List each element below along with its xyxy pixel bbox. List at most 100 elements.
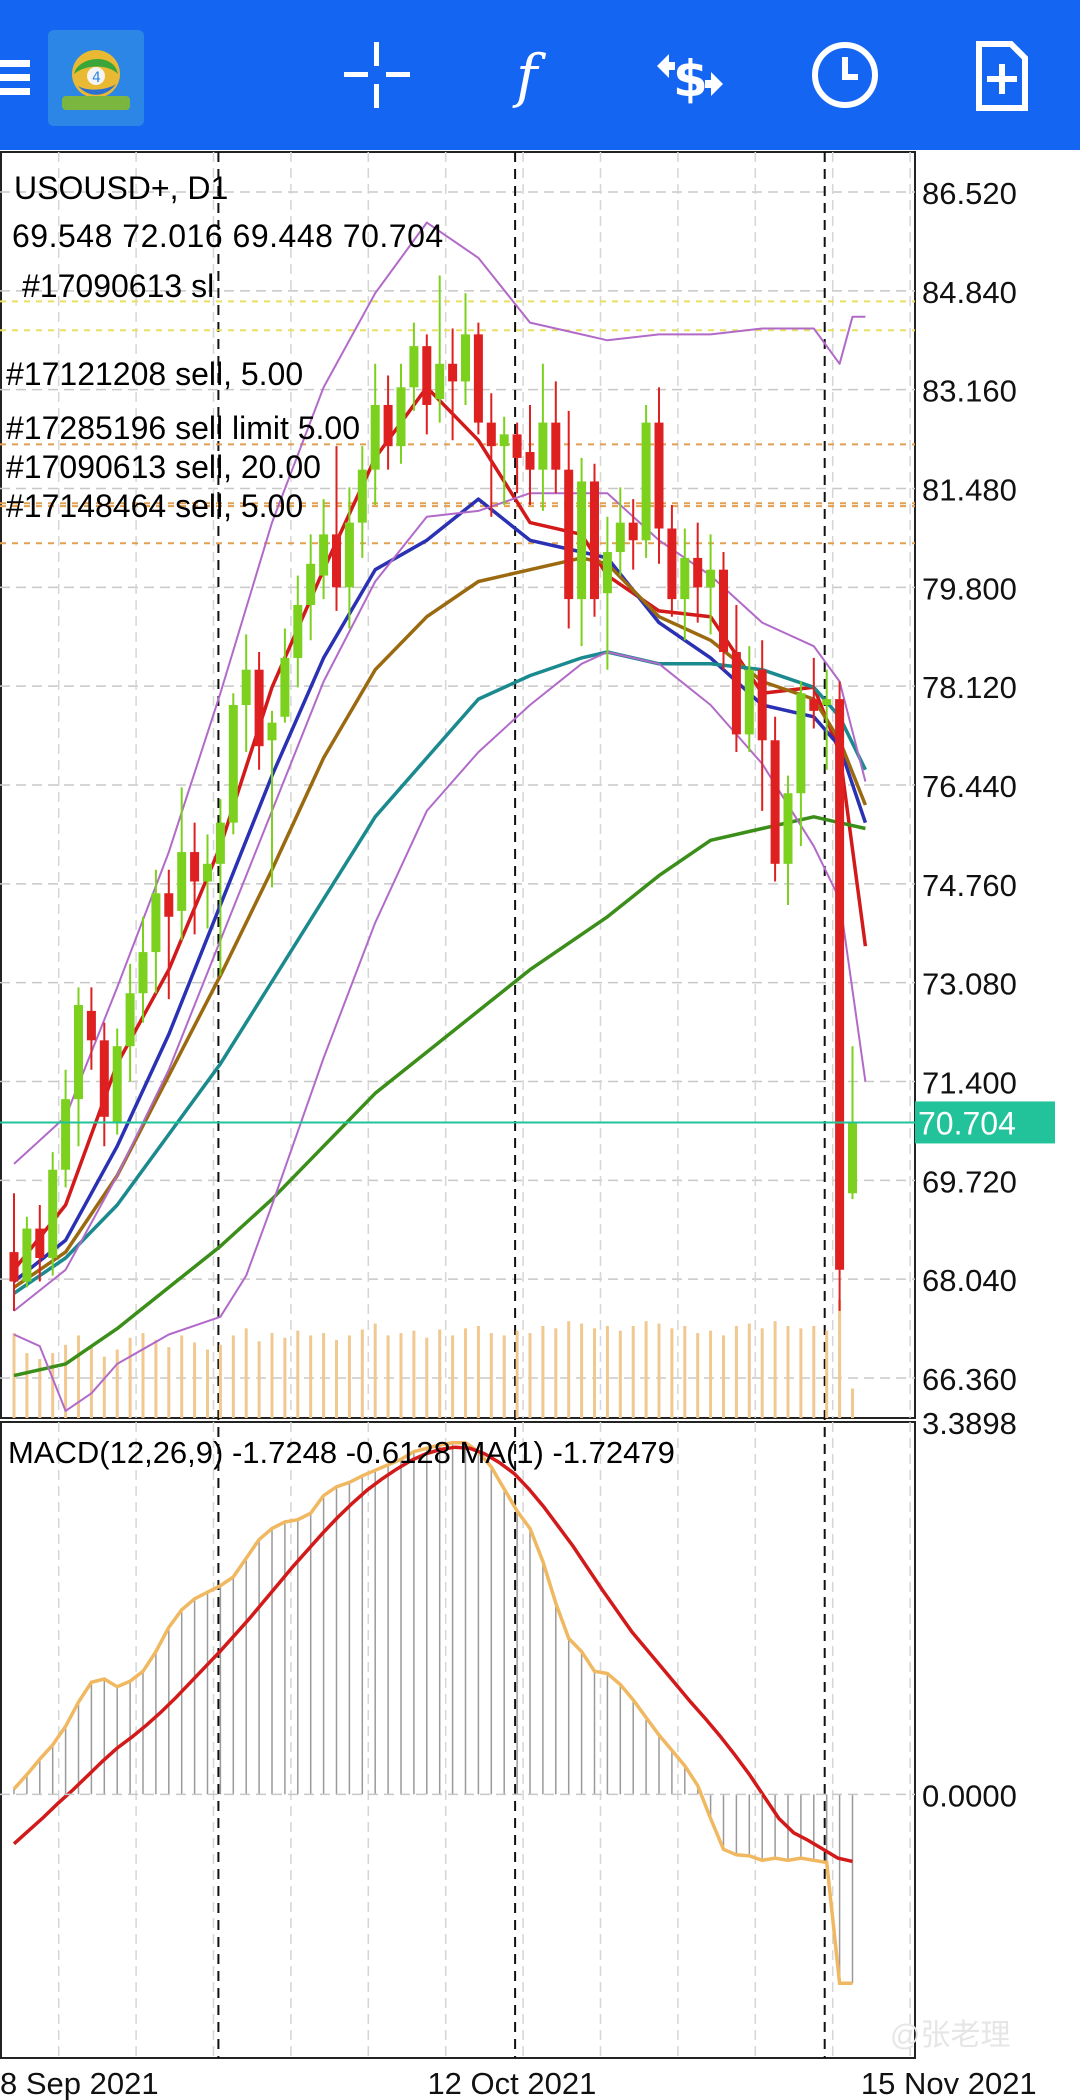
order-label[interactable]: #17090613 sell, 20.00 xyxy=(6,449,321,485)
candle-body xyxy=(74,1005,83,1100)
volume-bar xyxy=(322,1333,326,1418)
candle-body xyxy=(538,422,548,470)
candle-body xyxy=(203,863,212,882)
volume-bar xyxy=(360,1329,364,1418)
candle-body xyxy=(602,552,612,594)
candle-body xyxy=(473,334,483,423)
order-label[interactable]: #17285196 sell limit 5.00 xyxy=(6,410,361,446)
metatrader-logo-icon[interactable]: 4 xyxy=(48,30,144,126)
volume-bar xyxy=(631,1325,635,1418)
menu-icon[interactable] xyxy=(0,30,72,120)
candle-body xyxy=(512,434,522,458)
macd-y-tick-label: 0.0000 xyxy=(922,1778,1017,1813)
volume-bar xyxy=(218,1344,222,1418)
candle-body xyxy=(267,722,277,741)
indicator-line xyxy=(13,492,867,1312)
trade-icon[interactable]: $ xyxy=(645,30,735,120)
candle-body xyxy=(86,1010,96,1041)
candle-body xyxy=(641,422,651,541)
volume-bar xyxy=(696,1333,700,1418)
volume-bar xyxy=(128,1337,132,1418)
volume-bar xyxy=(399,1333,403,1418)
volume-bar xyxy=(515,1330,519,1418)
volume-bar xyxy=(451,1335,455,1418)
candle-body xyxy=(357,469,367,523)
watermark: @张老理 xyxy=(890,2019,1011,2052)
volume-bar xyxy=(347,1335,351,1418)
order-label-obscured: #17090613 sl xyxy=(22,268,215,304)
volume-bar xyxy=(25,1353,29,1418)
y-tick-label: 86.520 xyxy=(922,176,1017,211)
volume-bar xyxy=(102,1356,106,1418)
volume-bar xyxy=(231,1335,235,1418)
volume-bar xyxy=(438,1329,442,1418)
volume-bar xyxy=(683,1325,687,1418)
volume-bar xyxy=(386,1335,390,1418)
volume-bar xyxy=(760,1328,764,1418)
indicators-icon[interactable]: f xyxy=(488,30,578,120)
y-tick-label: 74.760 xyxy=(922,868,1017,903)
volume-bar xyxy=(154,1340,158,1418)
x-tick-label: 15 Nov 2021 xyxy=(861,2066,1037,2100)
volume-bar xyxy=(799,1328,803,1418)
volume-bar xyxy=(244,1328,248,1418)
order-label[interactable]: #17121208 sell, 5.00 xyxy=(6,356,304,392)
candle-body xyxy=(564,469,574,600)
candle-body xyxy=(731,652,741,735)
volume-bar xyxy=(335,1340,338,1418)
volume-bar xyxy=(812,1325,816,1418)
volume-bar xyxy=(851,1388,854,1418)
candle-body xyxy=(667,528,677,600)
macd-pane-frame xyxy=(0,1421,916,2059)
candle-body xyxy=(744,669,754,735)
candle-body xyxy=(48,1169,58,1258)
candle-body xyxy=(370,404,380,470)
y-tick-label: 73.080 xyxy=(922,967,1017,1002)
volume-bar xyxy=(644,1321,648,1418)
macd-indicator-label: MACD(12,26,9) -1.7248 -0.6128 MA(1) -1.7… xyxy=(8,1435,675,1470)
y-tick-label: 78.120 xyxy=(922,670,1017,705)
ohlc-values: 69.548 72.016 69.448 70.704 xyxy=(12,218,444,254)
timeframe-clock-icon[interactable] xyxy=(800,30,890,120)
volume-bar xyxy=(464,1328,467,1418)
volume-bar xyxy=(786,1325,790,1418)
candle-body xyxy=(306,563,316,605)
volume-bar xyxy=(709,1330,713,1418)
candle-body xyxy=(409,346,419,388)
macd-y-tick-label: 3.3898 xyxy=(922,1406,1017,1441)
symbol-timeframe: USOUSD+, D1 xyxy=(14,170,229,206)
candle-body xyxy=(22,1228,32,1282)
volume-bar xyxy=(657,1323,661,1418)
candle-body xyxy=(835,699,845,1270)
candle-body xyxy=(112,1046,122,1123)
indicator-line xyxy=(12,497,868,1283)
candle-body xyxy=(190,852,200,882)
crosshair-icon[interactable] xyxy=(332,30,422,120)
order-label[interactable]: #17148464 sell, 5.00 xyxy=(6,488,304,524)
new-order-icon[interactable] xyxy=(955,30,1045,120)
x-tick-label: 8 Sep 2021 xyxy=(0,2066,159,2100)
candle-body xyxy=(577,481,587,600)
indicator-line xyxy=(13,221,866,1165)
current-price-tag xyxy=(915,1101,1055,1144)
volume-bar xyxy=(825,1330,829,1418)
candle-body xyxy=(293,604,303,658)
volume-bar xyxy=(722,1335,725,1418)
candle-body xyxy=(628,522,638,541)
candle-body xyxy=(344,522,354,588)
volume-bar xyxy=(670,1328,674,1418)
candle-body xyxy=(35,1228,45,1258)
volume-bar xyxy=(580,1323,584,1418)
candle-body xyxy=(383,404,393,447)
volume-bar xyxy=(89,1347,93,1418)
x-tick-label: 12 Oct 2021 xyxy=(427,2066,596,2100)
volume-bar xyxy=(593,1328,596,1418)
y-tick-label: 83.160 xyxy=(922,374,1017,409)
volume-bar xyxy=(554,1328,558,1418)
y-tick-label: 81.480 xyxy=(922,473,1017,508)
price-chart[interactable]: 86.520 84.840 83.160 81.480 79.800 78.120 76.4… xyxy=(0,150,1080,2100)
candle-body xyxy=(254,669,264,747)
volume-bar xyxy=(747,1323,751,1418)
candle-body xyxy=(422,346,432,405)
candle-body xyxy=(499,434,509,447)
